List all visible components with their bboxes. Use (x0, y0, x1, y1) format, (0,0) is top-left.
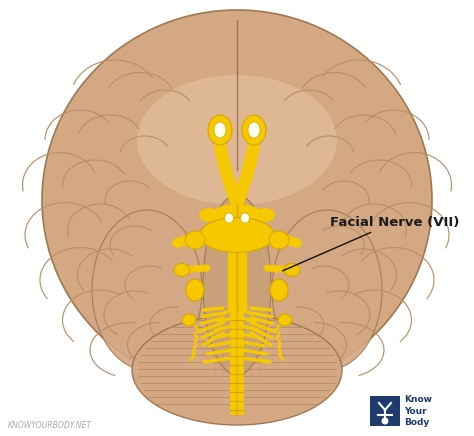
Ellipse shape (137, 75, 337, 205)
Ellipse shape (278, 314, 292, 326)
Polygon shape (207, 205, 267, 225)
Ellipse shape (284, 263, 300, 276)
Text: Know
Your
Body: Know Your Body (404, 395, 432, 426)
Text: KNOWYOURBODY.NET: KNOWYOURBODY.NET (8, 421, 92, 430)
Ellipse shape (200, 218, 274, 252)
Ellipse shape (255, 208, 275, 222)
Ellipse shape (92, 210, 202, 370)
Ellipse shape (182, 314, 196, 326)
Ellipse shape (185, 231, 205, 249)
Ellipse shape (199, 208, 219, 222)
Text: Facial Nerve (VII): Facial Nerve (VII) (283, 215, 459, 271)
Bar (370, 396, 400, 426)
Ellipse shape (270, 279, 288, 301)
Ellipse shape (248, 122, 260, 138)
Ellipse shape (132, 315, 342, 425)
Ellipse shape (272, 210, 382, 370)
Ellipse shape (242, 115, 266, 145)
Ellipse shape (240, 213, 249, 223)
Ellipse shape (214, 122, 226, 138)
Ellipse shape (42, 10, 432, 390)
Ellipse shape (382, 418, 389, 425)
Ellipse shape (203, 195, 271, 375)
Ellipse shape (174, 263, 190, 276)
Ellipse shape (186, 279, 204, 301)
Ellipse shape (208, 115, 232, 145)
Ellipse shape (225, 213, 234, 223)
Ellipse shape (269, 231, 289, 249)
